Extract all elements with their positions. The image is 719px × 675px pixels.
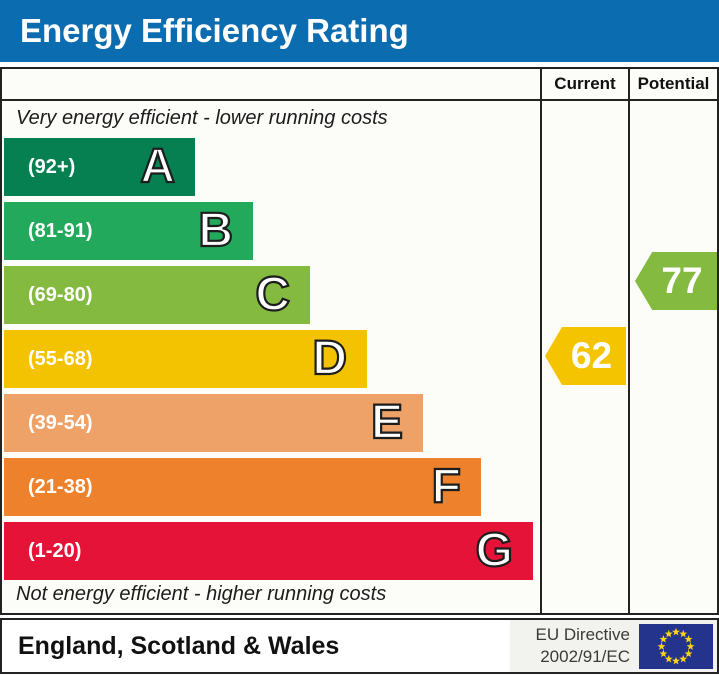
band-letter: E [370, 396, 404, 449]
band-range-label: (1-20) [28, 539, 82, 562]
band-range-label: (55-68) [28, 347, 93, 370]
band-bar: (1-20) G [4, 522, 533, 580]
footer-directive-block: EU Directive 2002/91/EC [509, 620, 717, 672]
column-header-potential: Potential [637, 74, 710, 93]
band-letter: F [431, 460, 463, 513]
band-row-f: (21-38) F [4, 458, 533, 516]
band-row-c: (69-80) C [4, 266, 533, 324]
band-row-a: (92+) A [4, 138, 533, 196]
band-letter: C [254, 268, 291, 321]
band-bar: (55-68) D [4, 330, 367, 388]
band-bar: (92+) A [4, 138, 195, 196]
band-letter: D [311, 332, 348, 385]
band-range-label: (21-38) [28, 475, 93, 498]
column-header-current: Current [554, 74, 616, 93]
band-row-e: (39-54) E [4, 394, 533, 452]
potential-rating-value: 77 [661, 260, 703, 301]
header-divider [2, 99, 717, 101]
band-range-label: (69-80) [28, 283, 93, 306]
energy-efficiency-chart: Current Potential Very energy efficient … [0, 67, 719, 615]
current-rating-arrow: 62 [545, 327, 626, 385]
band-bar: (69-80) C [4, 266, 310, 324]
band-bar: (21-38) F [4, 458, 481, 516]
band-row-g: (1-20) G [4, 522, 533, 580]
band-range-label: (92+) [28, 155, 76, 178]
band-bar: (81-91) B [4, 202, 253, 260]
page-title-text: Energy Efficiency Rating [20, 12, 409, 49]
caption-very-efficient: Very energy efficient - lower running co… [16, 107, 388, 129]
band-letter: B [197, 204, 234, 257]
eu-directive-line2: 2002/91/EC [540, 647, 630, 666]
eu-directive-label: EU Directive 2002/91/EC [536, 624, 630, 668]
caption-not-efficient: Not energy efficient - higher running co… [16, 583, 387, 605]
footer: England, Scotland & Wales EU Directive 2… [0, 618, 719, 674]
potential-rating-arrow: 77 [635, 252, 717, 310]
band-range-label: (81-91) [28, 219, 93, 242]
band-letter: G [475, 524, 515, 577]
page-title: Energy Efficiency Rating [0, 0, 719, 62]
band-letter: A [139, 140, 176, 193]
rating-bands: (92+) A (81-91) B (69-80) C (55-68) D (3… [4, 138, 533, 580]
region-label: England, Scotland & Wales [18, 631, 340, 660]
column-divider-current [540, 69, 542, 613]
band-range-label: (39-54) [28, 411, 93, 434]
band-row-d: (55-68) D [4, 330, 533, 388]
column-divider-potential [628, 69, 630, 613]
band-row-b: (81-91) B [4, 202, 533, 260]
current-rating-value: 62 [570, 335, 613, 376]
eu-flag-icon [639, 623, 713, 669]
eu-directive-line1: EU Directive [535, 624, 630, 644]
band-bar: (39-54) E [4, 394, 423, 452]
